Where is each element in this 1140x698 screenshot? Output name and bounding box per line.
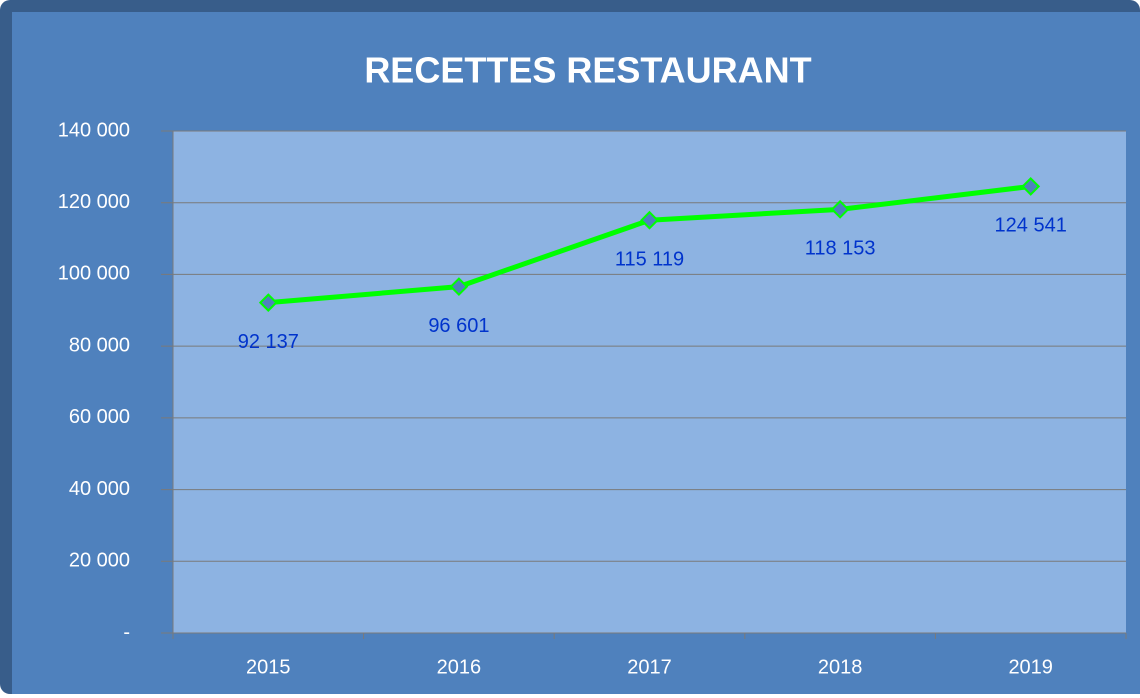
y-tick-label: 120 000 <box>58 191 130 213</box>
y-tick-label: 140 000 <box>58 119 130 141</box>
y-tick-label: - <box>123 621 130 643</box>
data-marker <box>1021 177 1041 196</box>
x-tick-label: 2017 <box>627 656 672 678</box>
x-tick-label: 2015 <box>246 656 291 678</box>
x-tick-label: 2018 <box>818 656 863 678</box>
y-tick-label: 60 000 <box>69 406 130 428</box>
y-tick-label: 100 000 <box>58 263 130 285</box>
x-tick-label: 2016 <box>437 656 482 678</box>
data-marker <box>640 210 659 230</box>
data-marker <box>258 293 278 313</box>
data-marker <box>449 277 469 297</box>
y-tick-label: 20 000 <box>69 550 130 572</box>
data-marker <box>830 199 850 219</box>
plot-area <box>173 131 1126 633</box>
data-label: 92 137 <box>238 331 299 353</box>
chart-title: RECETTES RESTAURANT <box>364 50 811 91</box>
x-tick-label: 2019 <box>1008 656 1053 678</box>
y-tick-label: 80 000 <box>69 334 130 356</box>
data-label: 96 601 <box>428 315 489 337</box>
data-label: 124 541 <box>995 215 1067 237</box>
data-label: 115 119 <box>615 248 684 270</box>
y-tick-label: 40 000 <box>69 478 130 500</box>
data-label: 118 153 <box>805 238 876 260</box>
